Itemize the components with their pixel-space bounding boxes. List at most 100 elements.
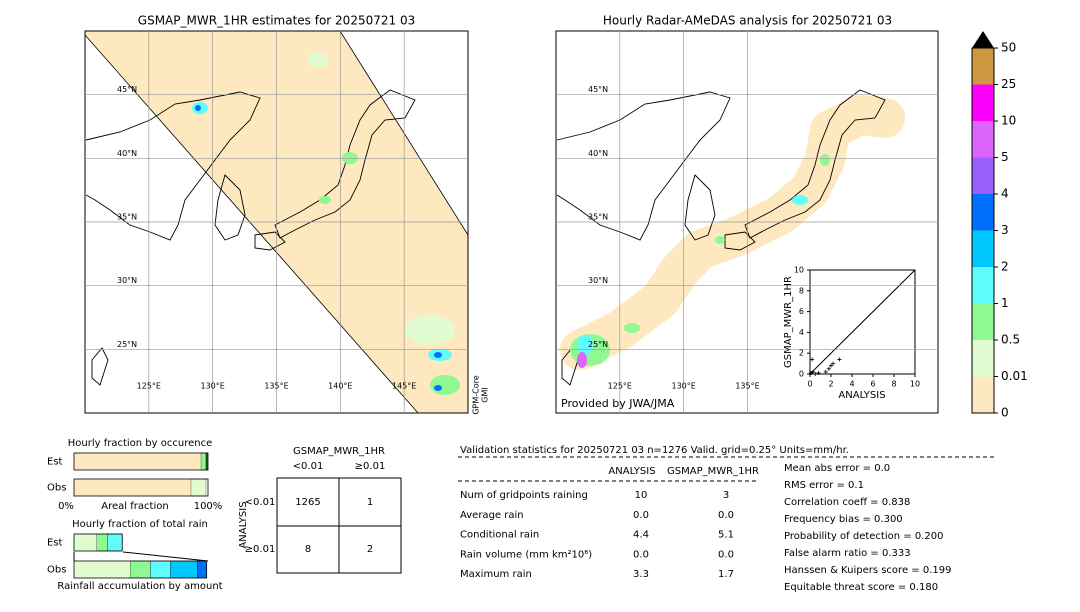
col-header: GSMAP_MWR_1HR: [667, 466, 759, 477]
colorbar-label: 0: [1001, 406, 1009, 420]
x-tick-label: 10: [910, 380, 920, 389]
cell: 1: [367, 497, 373, 508]
cell: 0.0: [633, 549, 649, 560]
cell: 8: [305, 544, 311, 555]
point: [813, 372, 818, 376]
point: [829, 363, 833, 368]
row-label: Obs: [47, 483, 66, 494]
cell: 1265: [295, 497, 320, 508]
cell: 0.0: [718, 510, 734, 521]
cell: 3.3: [633, 569, 649, 580]
colorbar-label: 50: [1001, 41, 1016, 55]
row-header: ≥0.01: [245, 544, 276, 555]
analysis-coverage: [560, 95, 905, 370]
y-axis-label: GSMAP_MWR_1HR: [783, 276, 794, 368]
y-tick-label: 6: [799, 307, 804, 316]
cell: 1.7: [718, 569, 734, 580]
lat-label: 35°N: [588, 213, 608, 222]
point: [837, 357, 842, 362]
score: Hanssen & Kuipers score = 0.199: [784, 565, 951, 576]
row-label: Average rain: [460, 510, 524, 521]
row-label: Num of gridpoints raining: [460, 490, 588, 501]
lat-label: 40°N: [117, 149, 137, 158]
extend-triangle: [972, 31, 994, 48]
lon-label: 125°E: [137, 382, 161, 391]
lon-label: 145°E: [392, 382, 416, 391]
fraction-segment: [107, 533, 123, 552]
chart-title: Hourly fraction of total rain: [72, 519, 208, 530]
score: RMS error = 0.1: [784, 480, 864, 491]
fraction-segment: [74, 479, 191, 496]
cell: 3: [723, 490, 729, 501]
lat-label: 45°N: [588, 85, 608, 94]
col-header: ANALYSIS: [608, 466, 655, 477]
row-label: Obs: [47, 565, 66, 576]
lat-label: 40°N: [588, 149, 608, 158]
y-tick-label: 2: [799, 349, 804, 358]
point: [809, 370, 814, 375]
fraction-segment: [74, 561, 131, 578]
score: False alarm ratio = 0.333: [784, 548, 911, 559]
row-header: <0.01: [245, 497, 276, 508]
satellite-label: GMI: [481, 387, 490, 402]
score: Frequency bias = 0.300: [784, 514, 903, 525]
row-frame: [73, 533, 123, 552]
y-tick-label: 4: [799, 328, 804, 337]
lon-label: 135°E: [264, 382, 288, 391]
lon-label: 135°E: [735, 382, 759, 391]
fraction-segment: [74, 453, 202, 470]
point: [826, 366, 831, 371]
x-axis-label: ANALYSIS: [838, 390, 885, 401]
rain-blobs: [570, 154, 830, 368]
colorbar-segment: [972, 84, 994, 121]
score: Mean abs error = 0.0: [784, 463, 890, 474]
y-tick-label: 10: [794, 266, 804, 275]
stats-title: Validation statistics for 20250721 03 n=…: [460, 445, 849, 456]
colorbar-segment: [972, 340, 994, 377]
colorbar-label: 2: [1001, 260, 1009, 274]
satellite-label: GPM-Core: [472, 375, 481, 414]
point: [823, 369, 828, 374]
colorbar-label: 0.5: [1001, 333, 1020, 347]
score: Probability of detection = 0.200: [784, 531, 943, 542]
cell: 10: [635, 490, 648, 501]
row-frame: [73, 452, 209, 471]
lat-label: 35°N: [117, 213, 137, 222]
point: [831, 361, 836, 366]
row-label: Maximum rain: [460, 569, 532, 580]
fraction-segment: [170, 560, 198, 579]
connector: [122, 551, 209, 562]
fraction-segment: [150, 560, 171, 579]
row-frame: [73, 478, 209, 497]
colorbar-label: 0.01: [1001, 369, 1028, 383]
fraction-segment: [205, 452, 208, 471]
col-header: ≥0.01: [355, 461, 386, 472]
row-label: Est: [47, 457, 63, 468]
score: Correlation coeff = 0.838: [784, 497, 910, 508]
fraction-segment: [96, 533, 108, 552]
x-tick-label: 0: [807, 380, 812, 389]
point: [816, 370, 821, 375]
colorbar-label: 3: [1001, 223, 1009, 237]
lon-label: 140°E: [328, 382, 352, 391]
x-tick-label: 8: [891, 380, 896, 389]
point: [810, 357, 815, 362]
colorbar-label: 4: [1001, 187, 1009, 201]
colorbar-segment: [972, 48, 994, 85]
row-axis: ANALYSIS: [238, 501, 249, 548]
axis-label: Rainfall accumulation by amount: [57, 581, 222, 592]
lon-label: 130°E: [672, 382, 696, 391]
diagonal: [809, 269, 916, 375]
colorbar-segment: [972, 303, 994, 340]
axis-label: Areal fraction: [101, 501, 168, 512]
score: Equitable threat score = 0.180: [784, 582, 938, 593]
cell: 0.0: [718, 549, 734, 560]
cell: 5.1: [718, 530, 734, 541]
x-tick-label: 4: [849, 380, 854, 389]
colorbar-label: 10: [1001, 114, 1016, 128]
lat-label: 30°N: [117, 276, 137, 285]
row-label: Conditional rain: [460, 530, 539, 541]
axis-label: 0%: [58, 501, 74, 512]
point: [811, 369, 816, 374]
map-title: GSMAP_MWR_1HR estimates for 20250721 03: [138, 14, 415, 28]
